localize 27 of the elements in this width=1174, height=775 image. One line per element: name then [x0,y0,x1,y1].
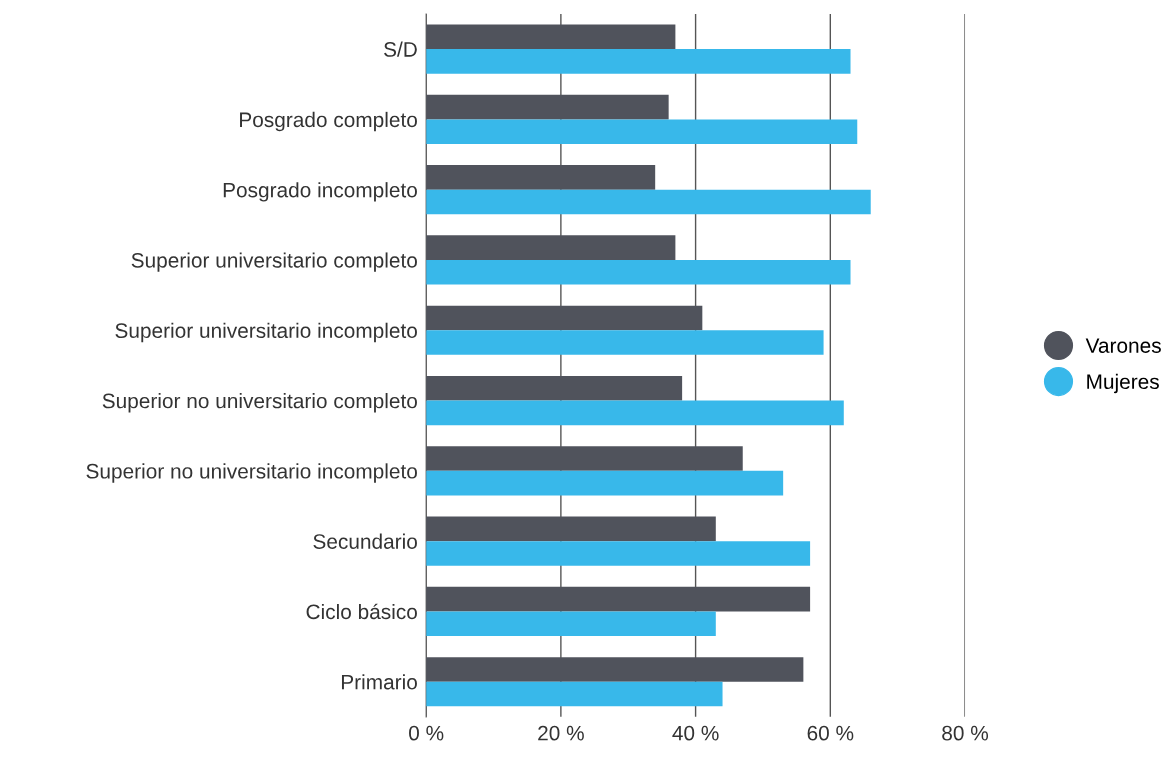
y-tick-label: Superior no universitario completo [102,393,417,413]
bar [426,611,716,637]
y-tick-label: Superior universitario completo [131,252,417,272]
bar [426,49,851,74]
y-tick-label: Superior no universitario incompleto [86,463,417,483]
x-tick-label: 60 % [807,725,854,741]
y-tick-label: Ciclo básico [306,603,417,620]
bar [426,541,811,566]
y-tick-label: Superior universitario incompleto [115,322,417,343]
legend-label: Varones [1085,338,1161,353]
y-tick-label: Posgrado completo [240,111,417,132]
bar [426,400,844,426]
x-tick-label: 0 % [409,725,444,741]
y-tick-label: Posgrado incompleto [223,182,417,202]
bar [426,330,824,355]
bar [426,189,871,215]
x-tick-label: 80 % [942,725,989,741]
bar [426,681,723,707]
bar [426,470,784,496]
x-tick-label: 20 % [538,725,584,741]
x-tick-label: 40 % [672,725,719,741]
y-tick-label: S/D [384,41,417,57]
y-tick-label: Primario [341,674,417,690]
y-tick-label: Secundario [313,533,417,549]
bar [426,259,851,285]
legend-label: Mujeres [1087,373,1159,394]
bar [426,119,858,144]
